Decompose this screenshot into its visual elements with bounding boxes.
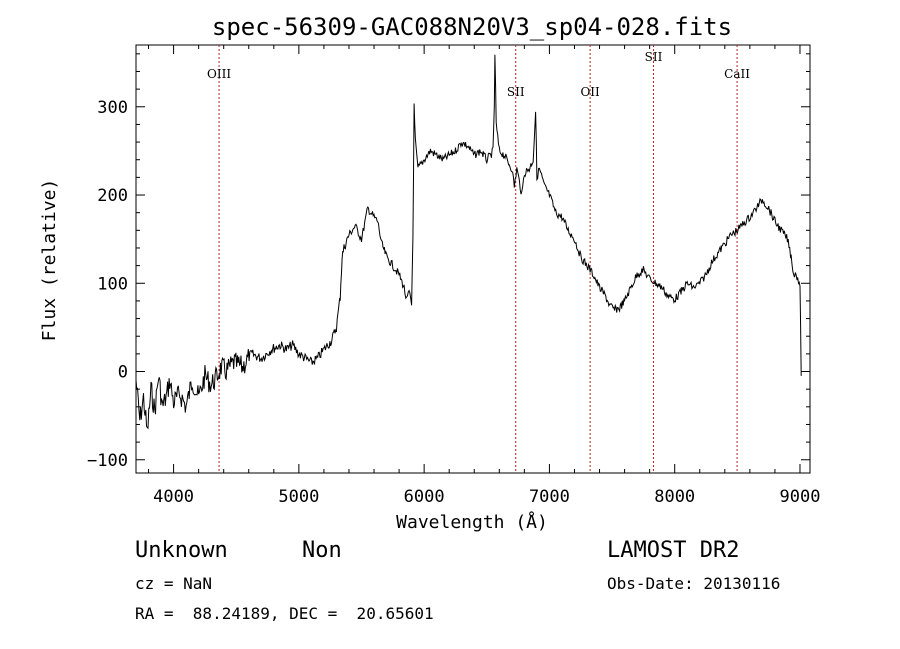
y-tick-label: 0: [118, 363, 128, 383]
x-tick-label: 9000: [780, 487, 821, 507]
obs-date-text: Obs-Date: 20130116: [607, 574, 781, 593]
object-subclass: Non: [302, 538, 342, 563]
x-tick-label: 6000: [404, 487, 445, 507]
survey-label: LAMOST DR2: [607, 538, 740, 563]
object-class: Unknown: [135, 538, 228, 563]
annotation-label: SII: [645, 50, 663, 64]
x-axis-label: Wavelength (Å): [396, 511, 548, 533]
x-tick-label: 5000: [278, 487, 319, 507]
y-tick-label: −100: [87, 451, 128, 471]
plot-frame: [135, 44, 811, 474]
annotation-lines: [218, 45, 738, 473]
y-axis-ticks: −100 0 100 200 300: [87, 53, 810, 471]
redshift-text: cz = NaN: [135, 574, 213, 593]
x-tick-label: 7000: [529, 487, 570, 507]
chart-title: spec-56309-GAC088N20V3_sp04-028.fits: [212, 13, 732, 41]
y-axis-label: Flux (relative): [39, 179, 60, 342]
x-tick-label: 4000: [153, 487, 194, 507]
annotation-label: CaII: [724, 67, 750, 81]
spectrum-series: [135, 54, 802, 430]
spectrum-line: [135, 54, 802, 430]
annotation-label: OIII: [207, 67, 231, 81]
annotation-label: OII: [580, 85, 600, 99]
coordinates-text: RA = 88.24189, DEC = 20.65601: [135, 604, 434, 623]
x-tick-label: 8000: [654, 487, 695, 507]
y-tick-label: 300: [97, 98, 128, 118]
annotation-label: SII: [507, 85, 525, 99]
y-tick-label: 200: [97, 186, 128, 206]
x-axis-ticks: 4000 5000 6000 7000 8000 9000: [148, 45, 821, 507]
annotation-labels: OIII SII OII SII CaII: [207, 50, 750, 99]
y-tick-label: 100: [97, 274, 128, 294]
